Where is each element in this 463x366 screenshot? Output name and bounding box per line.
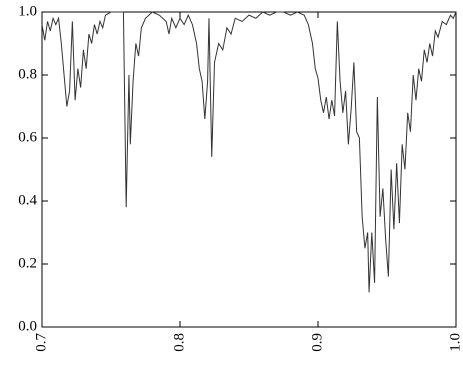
- x-tick-label: 0.8: [171, 333, 187, 352]
- y-tick-label: 0.2: [18, 255, 37, 271]
- plot-frame: [41, 11, 457, 328]
- y-tick-label: 0.6: [18, 129, 37, 145]
- y-tick-label: 0.8: [18, 66, 37, 82]
- y-tick-label: 0.4: [18, 192, 37, 208]
- x-tick-label: 0.7: [33, 333, 49, 352]
- x-tick-label: 0.9: [309, 333, 325, 352]
- line-series: [41, 11, 457, 293]
- y-tick-label: 1.0: [18, 3, 37, 19]
- y-tick-label: 0.0: [18, 318, 37, 334]
- x-tick-label: 1.0: [447, 333, 463, 352]
